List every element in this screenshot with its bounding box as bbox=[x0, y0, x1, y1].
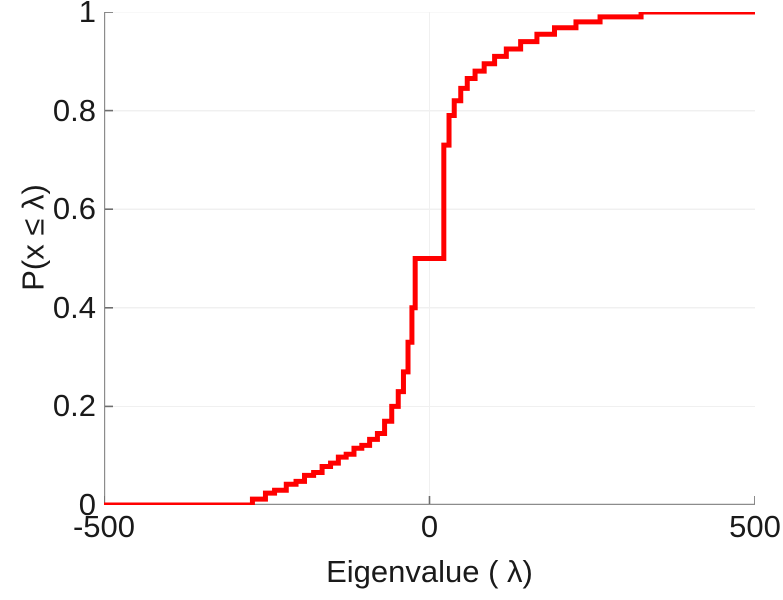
y-tick-label: 0.8 bbox=[52, 92, 96, 128]
tick-marks bbox=[104, 12, 755, 505]
x-tick-label: -500 bbox=[72, 509, 136, 544]
y-tick-label: 0.2 bbox=[52, 388, 96, 424]
x-axis-label: Eigenvalue ( λ) bbox=[326, 554, 533, 589]
y-tick-label: 0.4 bbox=[52, 289, 96, 325]
plot-svg bbox=[104, 12, 755, 505]
y-tick-label: 0.6 bbox=[52, 191, 96, 227]
y-tick-label: 0 bbox=[78, 487, 96, 522]
plot-area bbox=[104, 12, 755, 505]
cdf-curve bbox=[104, 12, 755, 505]
y-axis-label: P(x ≤ λ) bbox=[15, 184, 51, 291]
y-tick-label: 1 bbox=[78, 0, 96, 29]
x-tick-label: 500 bbox=[729, 509, 781, 544]
x-tick-label: 0 bbox=[420, 509, 439, 544]
